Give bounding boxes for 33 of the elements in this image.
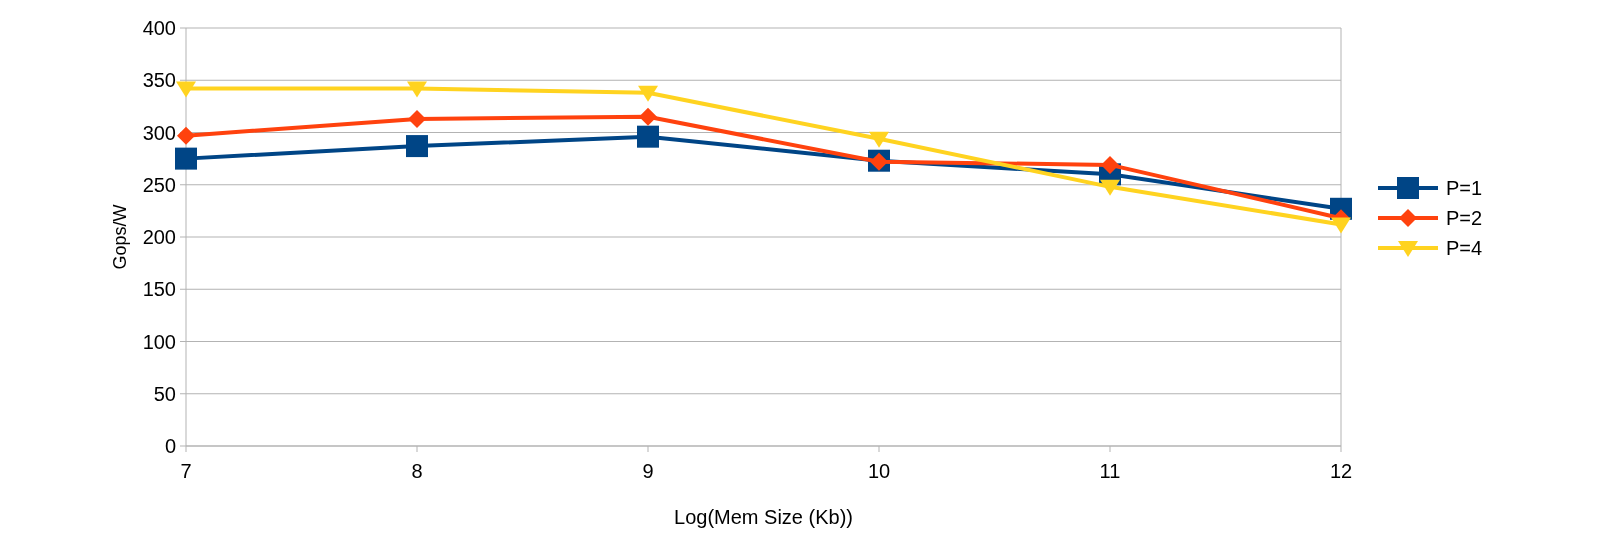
point bbox=[406, 135, 428, 158]
y-tick-label: 200 bbox=[142, 226, 176, 248]
point bbox=[1100, 179, 1120, 196]
point bbox=[1101, 155, 1119, 174]
point bbox=[1331, 217, 1351, 234]
point bbox=[639, 107, 657, 126]
legend-label: P=1 bbox=[1446, 177, 1483, 199]
x-axis-title: Log(Mem Size (Kb)) bbox=[674, 506, 853, 528]
y-tick-label: 300 bbox=[142, 121, 176, 144]
y-tick-label: 50 bbox=[153, 382, 176, 405]
x-tick-label: 11 bbox=[1099, 460, 1121, 482]
point bbox=[869, 131, 889, 148]
point bbox=[177, 126, 195, 145]
y-tick-label: 100 bbox=[142, 330, 176, 353]
x-tick-label: 10 bbox=[867, 460, 891, 482]
y-tick-label: 0 bbox=[164, 435, 176, 457]
x-tick-label: 9 bbox=[642, 460, 654, 482]
point bbox=[637, 125, 659, 148]
x-tick-label: 7 bbox=[180, 460, 192, 482]
legend-label: P=4 bbox=[1446, 237, 1483, 259]
x-tick-label: 8 bbox=[411, 460, 423, 482]
y-tick-label: 250 bbox=[142, 173, 176, 196]
point bbox=[175, 147, 197, 170]
y-tick-label: 150 bbox=[142, 278, 176, 301]
point bbox=[407, 81, 427, 98]
y-axis-title: Gops/W bbox=[110, 204, 130, 270]
x-tick-label: 12 bbox=[1329, 460, 1353, 482]
y-tick-label: 400 bbox=[142, 17, 176, 39]
y-tick-label: 350 bbox=[142, 69, 176, 92]
point bbox=[638, 85, 658, 102]
point bbox=[408, 109, 426, 128]
point bbox=[176, 81, 196, 98]
legend-label: P=2 bbox=[1446, 207, 1483, 229]
